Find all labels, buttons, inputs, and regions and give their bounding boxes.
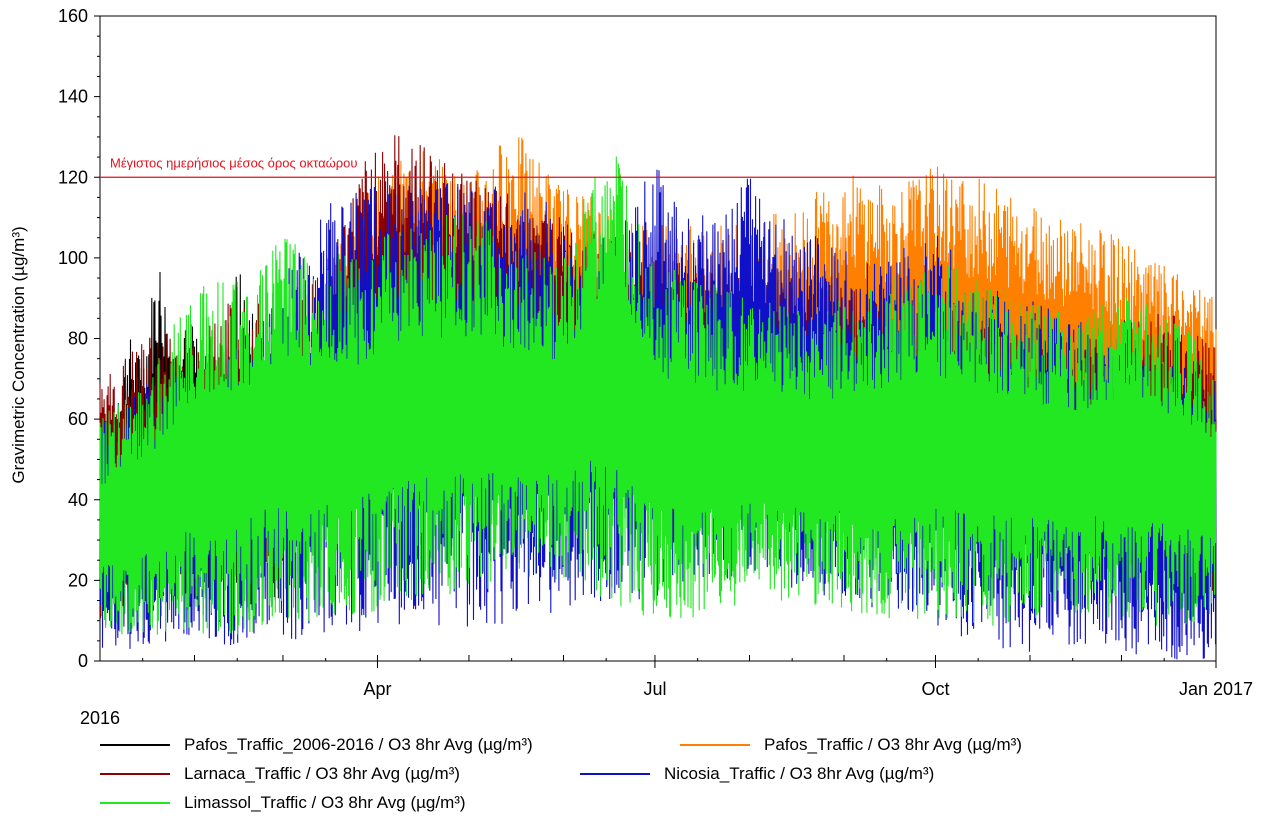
line-chart: Μέγιστος ημερήσιος μέσος όρος οκταώρου 0… bbox=[9, 6, 1253, 699]
x-tick-label: Jul bbox=[643, 679, 666, 699]
legend: Pafos_Traffic_2006-2016 / O3 8hr Avg (µg… bbox=[80, 707, 1240, 817]
x-tick-label: Apr bbox=[363, 679, 391, 699]
legend-label: Pafos_Traffic / O3 8hr Avg (µg/m³) bbox=[764, 735, 1022, 754]
legend-item-nicosia: Nicosia_Traffic / O3 8hr Avg (µg/m³) bbox=[580, 764, 934, 784]
legend-label: Larnaca_Traffic / O3 8hr Avg (µg/m³) bbox=[184, 764, 460, 783]
y-tick-label: 0 bbox=[78, 651, 88, 671]
legend-swatch bbox=[680, 744, 750, 746]
y-tick-label: 60 bbox=[68, 409, 88, 429]
y-tick-label: 140 bbox=[58, 87, 88, 107]
x-tick-label: Jan 2017 bbox=[1179, 679, 1253, 699]
legend-swatch bbox=[100, 802, 170, 804]
legend-label: Limassol_Traffic / O3 8hr Avg (µg/m³) bbox=[184, 793, 466, 812]
legend-swatch bbox=[580, 773, 650, 775]
y-tick-label: 120 bbox=[58, 167, 88, 187]
legend-item-limassol: Limassol_Traffic / O3 8hr Avg (µg/m³) bbox=[100, 793, 466, 813]
y-tick-label: 160 bbox=[58, 6, 88, 26]
legend-swatch bbox=[100, 744, 170, 746]
threshold-label: Μέγιστος ημερήσιος μέσος όρος οκταώρου bbox=[110, 155, 357, 170]
legend-item-pafos: Pafos_Traffic / O3 8hr Avg (µg/m³) bbox=[680, 735, 1022, 755]
y-tick-label: 80 bbox=[68, 329, 88, 349]
y-tick-label: 40 bbox=[68, 490, 88, 510]
y-axis-title: Gravimetric Concentration (µg/m³) bbox=[9, 226, 28, 483]
axes-layer: 0 20 40 60 80 100 120 140 160 Apr Jul Oct Jan 2017 bbox=[58, 6, 1253, 699]
legend-item-larnaca: Larnaca_Traffic / O3 8hr Avg (µg/m³) bbox=[100, 764, 460, 784]
x-tick-label: Oct bbox=[921, 679, 949, 699]
legend-swatch bbox=[100, 773, 170, 775]
legend-label: Nicosia_Traffic / O3 8hr Avg (µg/m³) bbox=[664, 764, 935, 783]
series-line bbox=[99, 156, 1217, 635]
x-axis-year-label: 2016 bbox=[80, 708, 121, 728]
series-layer bbox=[99, 135, 1217, 660]
y-tick-label: 20 bbox=[68, 570, 88, 590]
threshold-layer: Μέγιστος ημερήσιος μέσος όρος οκταώρου bbox=[100, 155, 1216, 178]
y-tick-label: 100 bbox=[58, 248, 88, 268]
legend-item-pafos-2006-2016: Pafos_Traffic_2006-2016 / O3 8hr Avg (µg… bbox=[100, 735, 533, 755]
legend-label: Pafos_Traffic_2006-2016 / O3 8hr Avg (µg… bbox=[184, 735, 533, 754]
